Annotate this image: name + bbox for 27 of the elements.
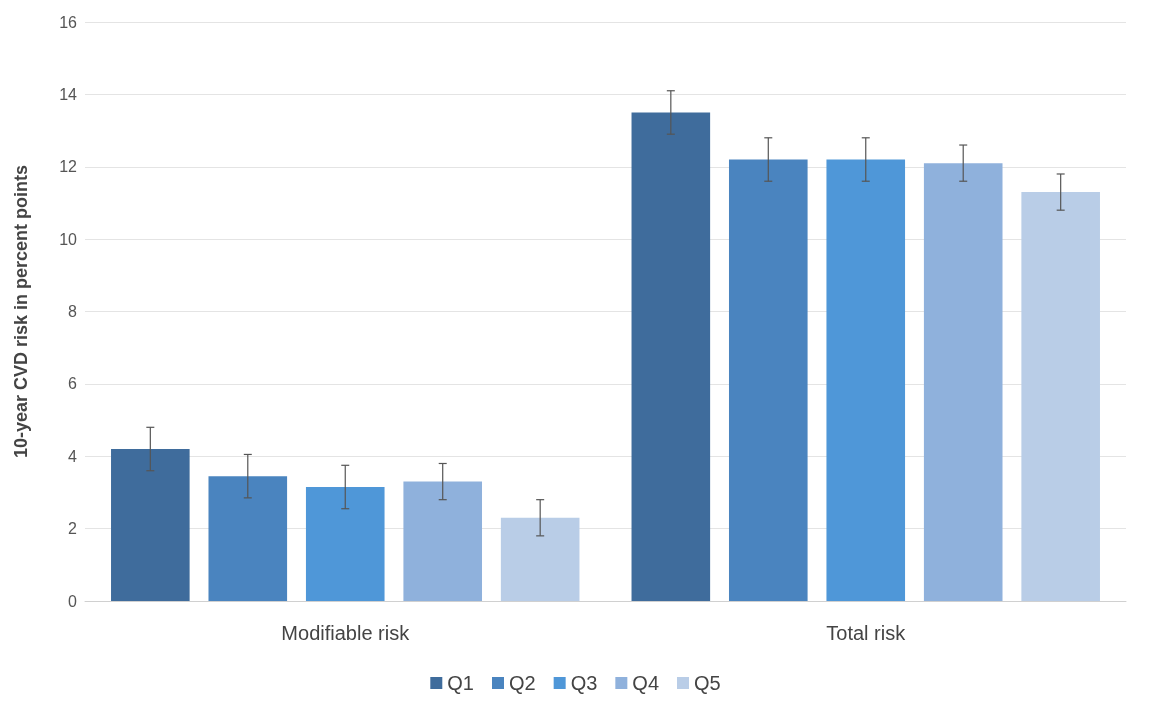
bar — [1021, 192, 1100, 601]
legend-label: Q4 — [632, 672, 660, 694]
bar — [305, 487, 385, 601]
y-tick-label: 2 — [68, 520, 78, 538]
legend-label: Q3 — [570, 672, 598, 694]
bar — [631, 112, 711, 601]
y-tick-label: 4 — [68, 447, 78, 465]
y-tick-label: 14 — [59, 85, 78, 103]
x-tick-label: Total risk — [826, 622, 907, 644]
bar — [403, 481, 483, 601]
y-tick-label: 8 — [68, 303, 78, 320]
legend-label: Q5 — [694, 672, 721, 694]
bar — [923, 163, 1003, 601]
y-axis-title: 10-year CVD risk in percent points — [11, 164, 31, 459]
bar — [111, 449, 190, 601]
y-tick-label: 6 — [68, 375, 78, 393]
legend-label: Q1 — [447, 672, 474, 694]
bar — [208, 476, 288, 601]
y-tick-label: 16 — [59, 13, 78, 31]
bar — [500, 517, 580, 601]
y-tick-label: 12 — [59, 158, 78, 176]
y-tick-label: 0 — [68, 592, 78, 610]
y-tick-label: 10 — [59, 230, 78, 248]
legend-label: Q2 — [508, 672, 536, 694]
bar — [728, 159, 808, 601]
bar — [826, 159, 906, 601]
x-tick-label: Modifiable risk — [281, 622, 411, 644]
